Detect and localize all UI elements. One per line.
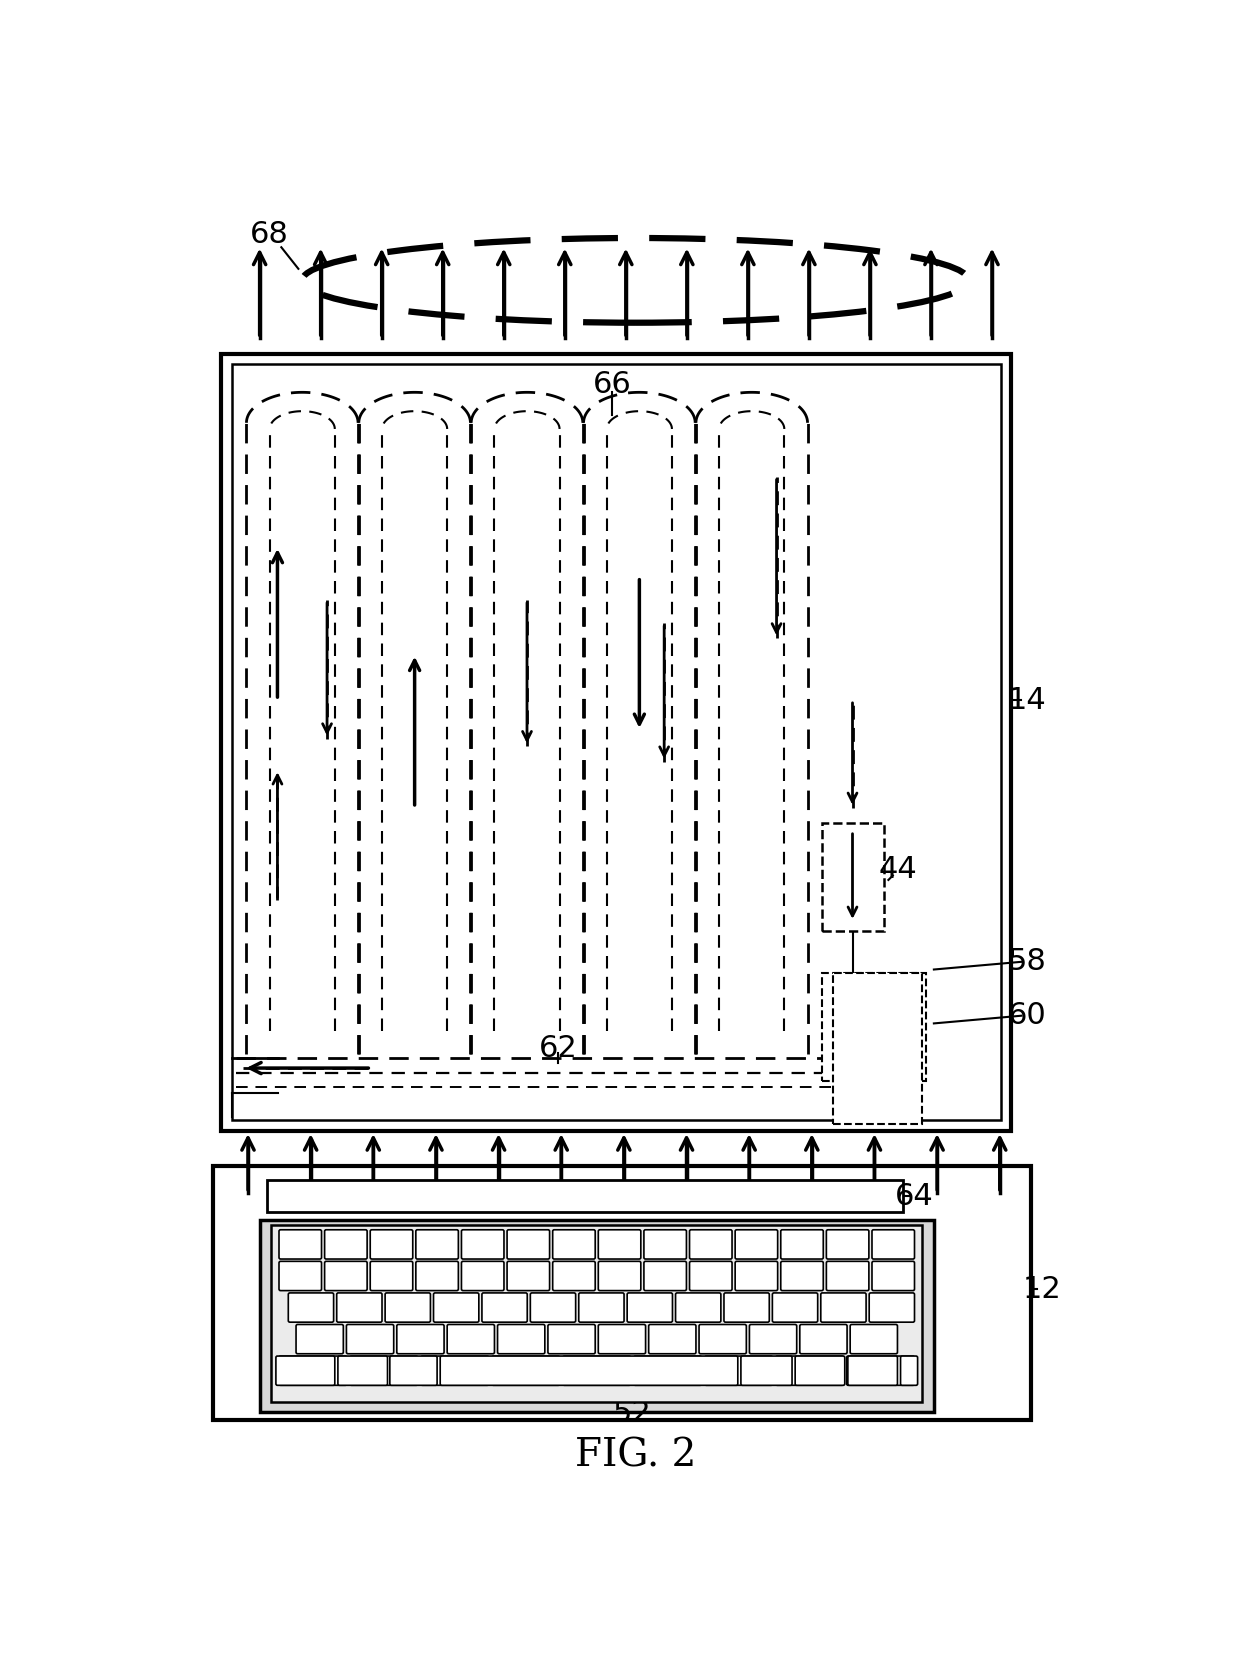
FancyBboxPatch shape [563, 1355, 631, 1385]
FancyBboxPatch shape [644, 1230, 687, 1258]
FancyBboxPatch shape [371, 1230, 413, 1258]
FancyBboxPatch shape [742, 1355, 792, 1385]
FancyBboxPatch shape [397, 1325, 444, 1354]
Text: 12: 12 [1023, 1275, 1061, 1303]
FancyBboxPatch shape [800, 1325, 847, 1354]
FancyBboxPatch shape [676, 1293, 720, 1322]
FancyBboxPatch shape [279, 1262, 321, 1290]
Text: 60: 60 [1007, 1001, 1047, 1030]
FancyBboxPatch shape [598, 1262, 641, 1290]
FancyBboxPatch shape [337, 1355, 387, 1385]
FancyBboxPatch shape [598, 1230, 641, 1258]
FancyBboxPatch shape [371, 1262, 413, 1290]
Text: 14: 14 [1007, 686, 1047, 714]
FancyBboxPatch shape [279, 1355, 347, 1385]
FancyBboxPatch shape [448, 1325, 495, 1354]
Bar [272, 1225, 923, 1402]
FancyBboxPatch shape [735, 1230, 777, 1258]
FancyBboxPatch shape [337, 1293, 382, 1322]
FancyBboxPatch shape [350, 1355, 418, 1385]
FancyBboxPatch shape [461, 1230, 503, 1258]
FancyBboxPatch shape [507, 1230, 549, 1258]
Text: 44: 44 [878, 855, 916, 885]
Bar [821, 973, 926, 1082]
FancyBboxPatch shape [851, 1325, 898, 1354]
FancyBboxPatch shape [482, 1293, 527, 1322]
FancyBboxPatch shape [507, 1262, 549, 1290]
FancyBboxPatch shape [492, 1355, 559, 1385]
FancyBboxPatch shape [288, 1293, 334, 1322]
FancyBboxPatch shape [553, 1262, 595, 1290]
Bar [259, 1220, 934, 1412]
FancyBboxPatch shape [872, 1262, 915, 1290]
FancyBboxPatch shape [531, 1293, 575, 1322]
FancyBboxPatch shape [847, 1355, 915, 1385]
FancyBboxPatch shape [795, 1355, 844, 1385]
FancyBboxPatch shape [497, 1325, 544, 1354]
FancyBboxPatch shape [649, 1325, 696, 1354]
Bar [821, 823, 883, 931]
FancyBboxPatch shape [440, 1355, 738, 1385]
FancyBboxPatch shape [420, 1355, 489, 1385]
FancyBboxPatch shape [461, 1262, 503, 1290]
Text: 52: 52 [613, 1399, 651, 1427]
Bar [833, 973, 923, 1123]
FancyBboxPatch shape [644, 1262, 687, 1290]
Bar [221, 354, 1012, 1132]
FancyBboxPatch shape [776, 1355, 843, 1385]
FancyBboxPatch shape [634, 1355, 702, 1385]
FancyBboxPatch shape [434, 1293, 479, 1322]
FancyBboxPatch shape [735, 1262, 777, 1290]
FancyBboxPatch shape [579, 1293, 624, 1322]
FancyBboxPatch shape [900, 1355, 918, 1385]
FancyBboxPatch shape [781, 1230, 823, 1258]
FancyBboxPatch shape [781, 1262, 823, 1290]
Text: 66: 66 [593, 371, 631, 399]
FancyBboxPatch shape [415, 1262, 459, 1290]
Bar [268, 1180, 903, 1212]
FancyBboxPatch shape [821, 1293, 866, 1322]
FancyBboxPatch shape [598, 1325, 646, 1354]
FancyBboxPatch shape [389, 1355, 438, 1385]
Text: 64: 64 [895, 1182, 934, 1212]
FancyBboxPatch shape [826, 1262, 869, 1290]
FancyBboxPatch shape [296, 1325, 343, 1354]
FancyBboxPatch shape [689, 1230, 732, 1258]
Bar [213, 1167, 1030, 1420]
FancyBboxPatch shape [627, 1293, 672, 1322]
FancyBboxPatch shape [689, 1262, 732, 1290]
FancyBboxPatch shape [386, 1293, 430, 1322]
FancyBboxPatch shape [699, 1325, 746, 1354]
FancyBboxPatch shape [553, 1230, 595, 1258]
Text: 58: 58 [1007, 948, 1047, 976]
FancyBboxPatch shape [872, 1230, 915, 1258]
FancyBboxPatch shape [749, 1325, 797, 1354]
FancyBboxPatch shape [704, 1355, 773, 1385]
Text: FIG. 2: FIG. 2 [575, 1437, 696, 1475]
FancyBboxPatch shape [826, 1230, 869, 1258]
FancyBboxPatch shape [275, 1355, 335, 1385]
Text: 68: 68 [250, 220, 289, 249]
FancyBboxPatch shape [869, 1293, 915, 1322]
FancyBboxPatch shape [548, 1325, 595, 1354]
FancyBboxPatch shape [724, 1293, 769, 1322]
FancyBboxPatch shape [415, 1230, 459, 1258]
FancyBboxPatch shape [325, 1230, 367, 1258]
FancyBboxPatch shape [279, 1230, 321, 1258]
FancyBboxPatch shape [848, 1355, 898, 1385]
Bar [232, 364, 1001, 1120]
FancyBboxPatch shape [325, 1262, 367, 1290]
FancyBboxPatch shape [346, 1325, 394, 1354]
Text: 62: 62 [538, 1033, 578, 1063]
FancyBboxPatch shape [773, 1293, 817, 1322]
